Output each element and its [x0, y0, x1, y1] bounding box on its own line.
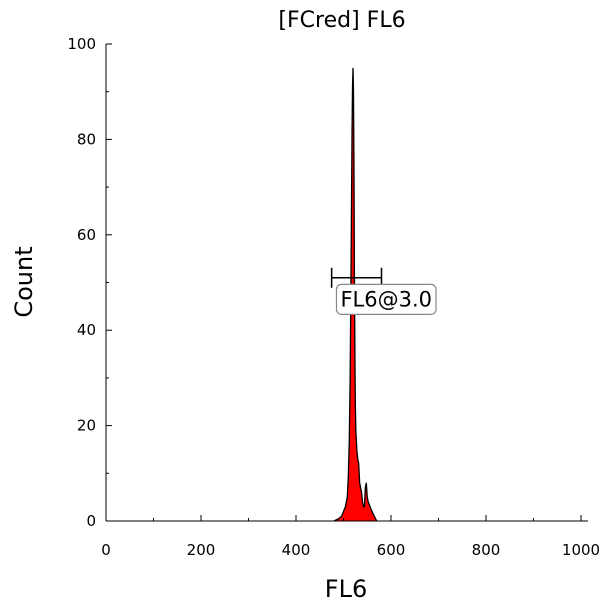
- gate-label-box[interactable]: [335, 283, 437, 315]
- ticks: 0 200 400 600 800 1000 0 20 40 60 80 100: [67, 35, 600, 559]
- y-tick-label: 40: [77, 321, 96, 339]
- axes: [105, 44, 588, 522]
- x-tick-label: 600: [377, 541, 406, 559]
- y-tick-label: 100: [67, 35, 96, 53]
- x-tick-label: 200: [187, 541, 216, 559]
- plot-area: [333, 67, 378, 522]
- gate[interactable]: FL6@3.0: [330, 267, 437, 315]
- chart-title: [FCred] FL6: [278, 8, 405, 33]
- x-axis-title: FL6: [325, 575, 367, 603]
- x-tick-label: 400: [282, 541, 311, 559]
- histogram-outline: [333, 67, 378, 522]
- x-tick-label: 800: [472, 541, 501, 559]
- gate-label: FL6@3.0: [340, 287, 432, 311]
- y-axis-title: Count: [10, 246, 38, 317]
- y-tick-label: 20: [77, 417, 96, 435]
- x-tick-label: 1000: [562, 541, 600, 559]
- y-tick-label: 60: [77, 226, 96, 244]
- y-tick-label: 80: [77, 130, 96, 148]
- x-tick-label: 0: [101, 541, 111, 559]
- y-tick-label: 0: [86, 512, 96, 530]
